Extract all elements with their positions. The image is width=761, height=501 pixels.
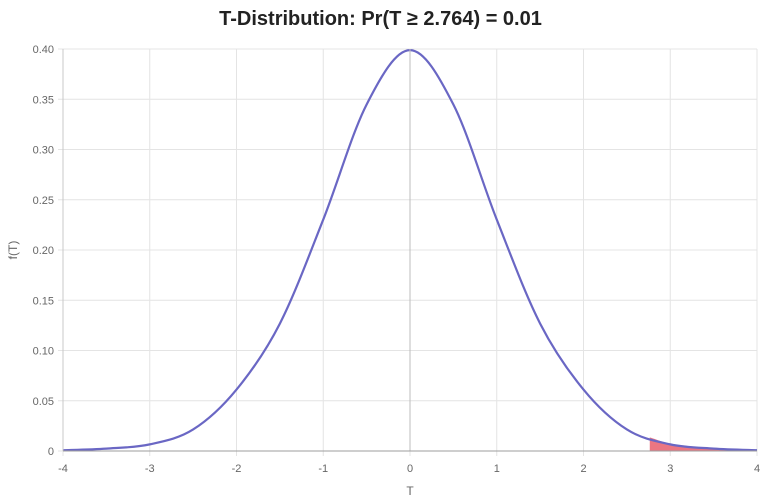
x-tick-label: -4 — [58, 463, 68, 475]
x-tick-label: 4 — [754, 463, 760, 475]
y-axis-title: f(T) — [6, 241, 20, 260]
x-tick-label: 3 — [667, 463, 673, 475]
y-tick-label: 0.35 — [33, 94, 54, 106]
y-tick-label: 0.05 — [33, 396, 54, 408]
axis-layer — [62, 49, 757, 452]
y-tick-label: 0.40 — [33, 44, 54, 56]
x-tick-label: -2 — [232, 463, 242, 475]
y-tick-label: 0.25 — [33, 195, 54, 207]
area-layer — [649, 437, 757, 451]
y-tick-label: 0.20 — [33, 245, 54, 257]
x-tick-label: 2 — [580, 463, 586, 475]
y-tick-label: 0 — [48, 446, 54, 458]
y-tick-label: 0.10 — [33, 346, 54, 358]
label-layer: -4 -3 -2 -1 0 1 2 3 4 0 0.05 0.10 0.15 0.20 0.25 0.30 0.… — [6, 44, 760, 498]
x-axis-title: T — [406, 484, 414, 498]
shaded-tail-area — [649, 437, 757, 451]
chart-title: T-Distribution: Pr(T ≥ 2.764) = 0.01 — [219, 8, 542, 30]
grid-layer — [58, 48, 758, 456]
x-tick-label: 0 — [407, 463, 413, 475]
x-tick-label: 1 — [494, 463, 500, 475]
x-tick-label: -3 — [145, 463, 155, 475]
y-tick-label: 0.15 — [33, 295, 54, 307]
y-tick-label: 0.30 — [33, 145, 54, 157]
x-tick-label: -1 — [318, 463, 328, 475]
